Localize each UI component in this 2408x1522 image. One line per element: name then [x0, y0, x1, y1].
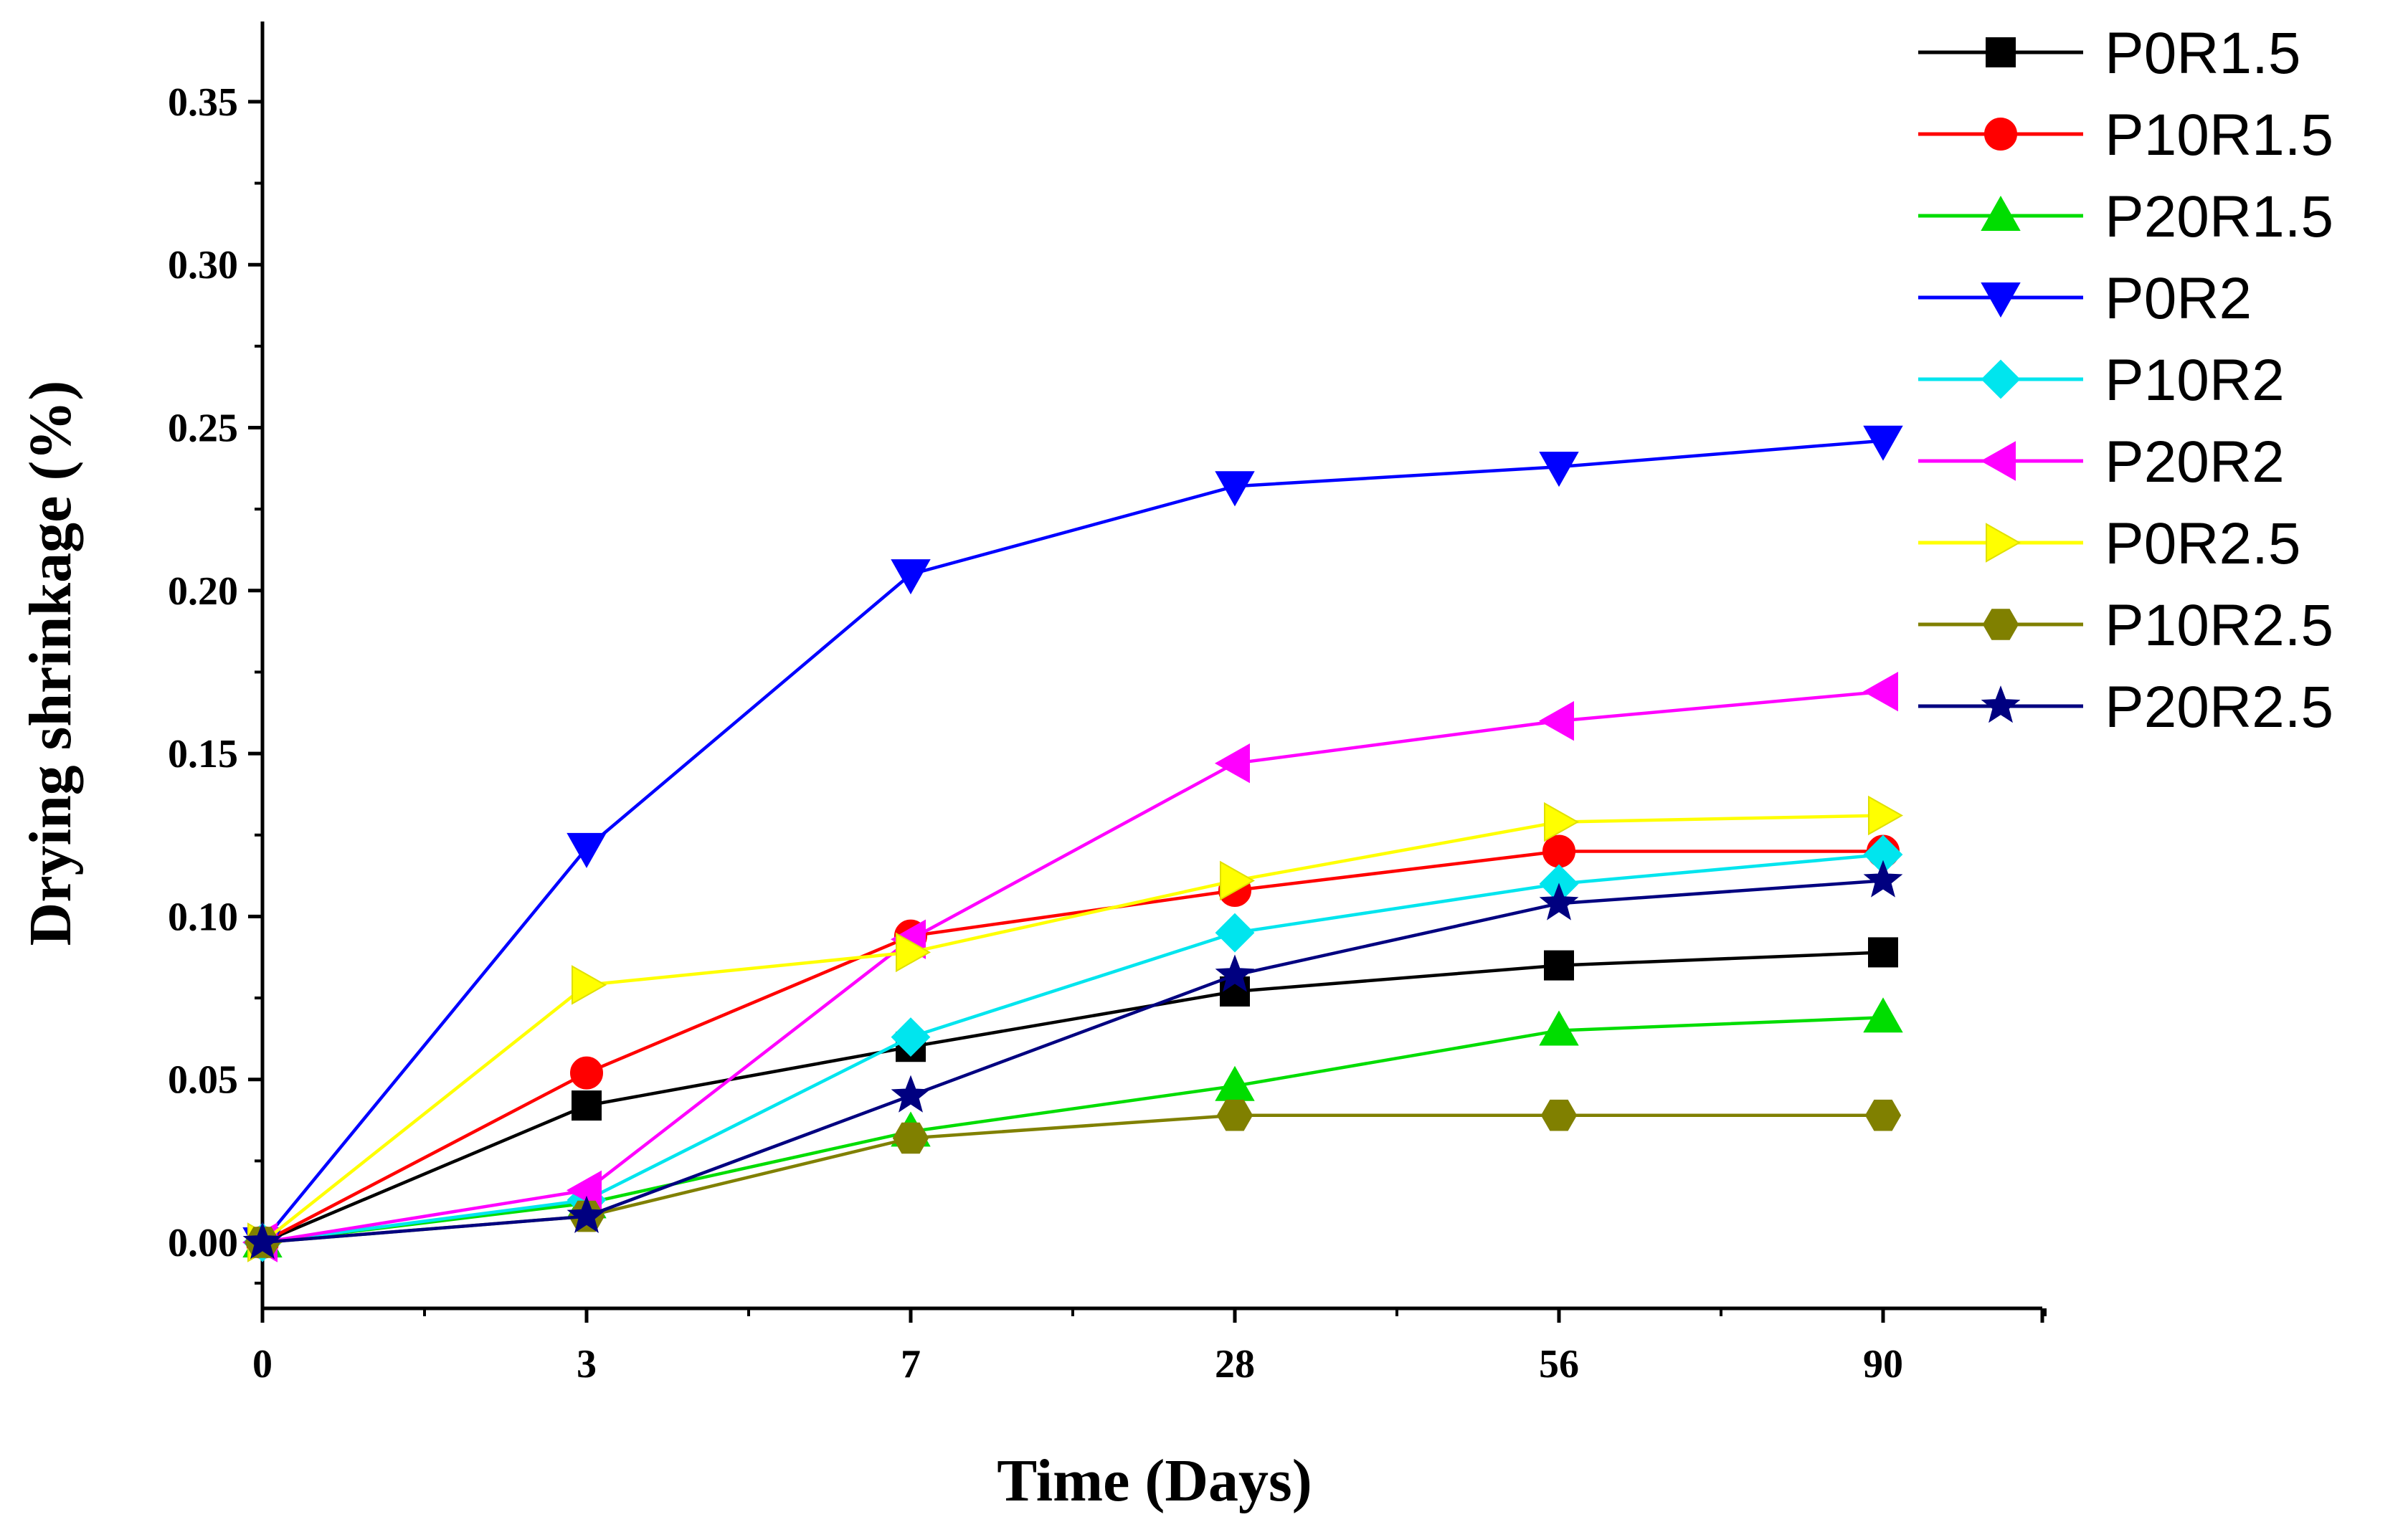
y-tick-label: 0.25 — [168, 406, 238, 451]
legend-label: P0R2 — [2105, 266, 2252, 331]
series-P20R2 — [242, 671, 1898, 1262]
y-tick-label: 0.10 — [168, 895, 238, 939]
data-point — [891, 1017, 931, 1057]
legend-label: P10R1.5 — [2105, 103, 2333, 168]
series-P10R1.5 — [246, 834, 1900, 1259]
legend: P0R1.5 P10R1.5 P20R1.5 P0R2 P10R2 P20R2 P0R2.5… — [1918, 21, 2333, 740]
legend-item: P10R2 — [1918, 348, 2285, 413]
y-tick-label: 0.05 — [168, 1058, 238, 1103]
data-point — [891, 1075, 931, 1113]
legend-label: P10R2.5 — [2105, 593, 2333, 658]
data-point — [1544, 802, 1580, 842]
data-point — [1216, 1099, 1253, 1131]
series-line — [261, 439, 1884, 1244]
data-point — [1544, 950, 1574, 981]
legend-label: P20R1.5 — [2105, 184, 2333, 249]
data-point — [1538, 700, 1574, 741]
y-tick-label: 0.35 — [168, 80, 238, 125]
legend-item: P0R1.5 — [1918, 21, 2301, 86]
legend-item: P10R1.5 — [1918, 103, 2333, 168]
x-tick-label: 7 — [901, 1342, 921, 1387]
data-point — [567, 1195, 607, 1233]
legend-marker — [1980, 441, 2016, 481]
data-point — [891, 559, 931, 595]
y-tick-label: 0.30 — [168, 243, 238, 287]
data-point — [242, 1222, 283, 1260]
legend-marker — [1981, 359, 2021, 399]
legend-marker — [1986, 37, 2016, 67]
data-point — [1215, 471, 1255, 507]
y-axis-title: Drying shrinkage (%) — [17, 381, 84, 946]
legend-item: P20R2 — [1918, 429, 2285, 495]
axes: 0.00 0.05 0.10 0.15 0.20 0.25 0.30 0.35 0 3 7 28 56 9… — [168, 22, 2047, 1387]
y-tick-label: 0.20 — [168, 569, 238, 614]
data-point — [570, 1056, 603, 1090]
y-tick-label: 0.15 — [168, 732, 238, 776]
legend-item: P0R2.5 — [1918, 511, 2301, 576]
series-P10R2 — [242, 834, 1903, 1262]
series-P10R2.5 — [244, 1099, 1902, 1258]
data-point — [1862, 671, 1898, 712]
data-point — [896, 932, 932, 973]
series-line — [262, 690, 1884, 1245]
x-axis-title: Time (Days) — [997, 1447, 1312, 1514]
data-point — [566, 1170, 602, 1211]
data-point — [1864, 1099, 1902, 1131]
legend-label: P0R1.5 — [2105, 21, 2301, 86]
data-point — [1220, 860, 1256, 901]
legend-marker — [1986, 523, 2021, 563]
legend-marker — [1981, 195, 2021, 231]
x-tick-label: 0 — [252, 1342, 272, 1387]
series-P0R2.5 — [247, 795, 1904, 1262]
legend-item: P20R1.5 — [1918, 184, 2333, 249]
series-line — [262, 1016, 1884, 1245]
x-tick-label: 3 — [577, 1342, 597, 1387]
data-point — [1539, 1010, 1579, 1046]
legend-label: P10R2 — [2105, 348, 2285, 413]
legend-item: P20R2.5 — [1918, 675, 2333, 740]
y-tick-label: 0.00 — [168, 1221, 238, 1265]
data-point — [1214, 743, 1250, 784]
data-point — [1863, 997, 1903, 1033]
series-P20R2.5 — [242, 860, 1903, 1260]
data-point — [1863, 425, 1903, 461]
series-line — [261, 814, 1884, 1244]
legend-marker — [1981, 282, 2021, 318]
series-line — [261, 850, 1883, 1244]
legend-item: P10R2.5 — [1918, 593, 2333, 658]
data-point — [1863, 860, 1903, 898]
legend-label: P0R2.5 — [2105, 511, 2301, 576]
series-line — [262, 879, 1884, 1245]
data-point — [1540, 1099, 1578, 1131]
legend-item: P0R2 — [1918, 266, 2252, 331]
legend-label: P20R2.5 — [2105, 675, 2333, 740]
legend-marker — [1982, 609, 2019, 640]
data-point — [567, 832, 607, 868]
x-tick-label: 28 — [1215, 1342, 1255, 1387]
legend-label: P20R2 — [2105, 429, 2285, 495]
data-point — [1215, 954, 1255, 992]
legend-marker — [1984, 118, 2017, 151]
data-point — [1868, 795, 1904, 836]
data-point — [1539, 452, 1579, 487]
data-point — [1542, 834, 1575, 868]
data-point — [892, 1122, 929, 1154]
series-group — [242, 425, 1904, 1263]
series-P0R2 — [242, 425, 1903, 1263]
legend-marker — [1981, 685, 2021, 723]
x-tick-label: 90 — [1863, 1342, 1903, 1387]
data-point — [1539, 883, 1579, 921]
series-line — [262, 951, 1884, 1245]
data-point — [572, 965, 607, 1005]
series-line — [262, 852, 1884, 1245]
x-tick-label: 56 — [1539, 1342, 1579, 1387]
data-point — [572, 1090, 602, 1121]
data-point — [1215, 913, 1255, 953]
data-point — [1868, 937, 1898, 968]
